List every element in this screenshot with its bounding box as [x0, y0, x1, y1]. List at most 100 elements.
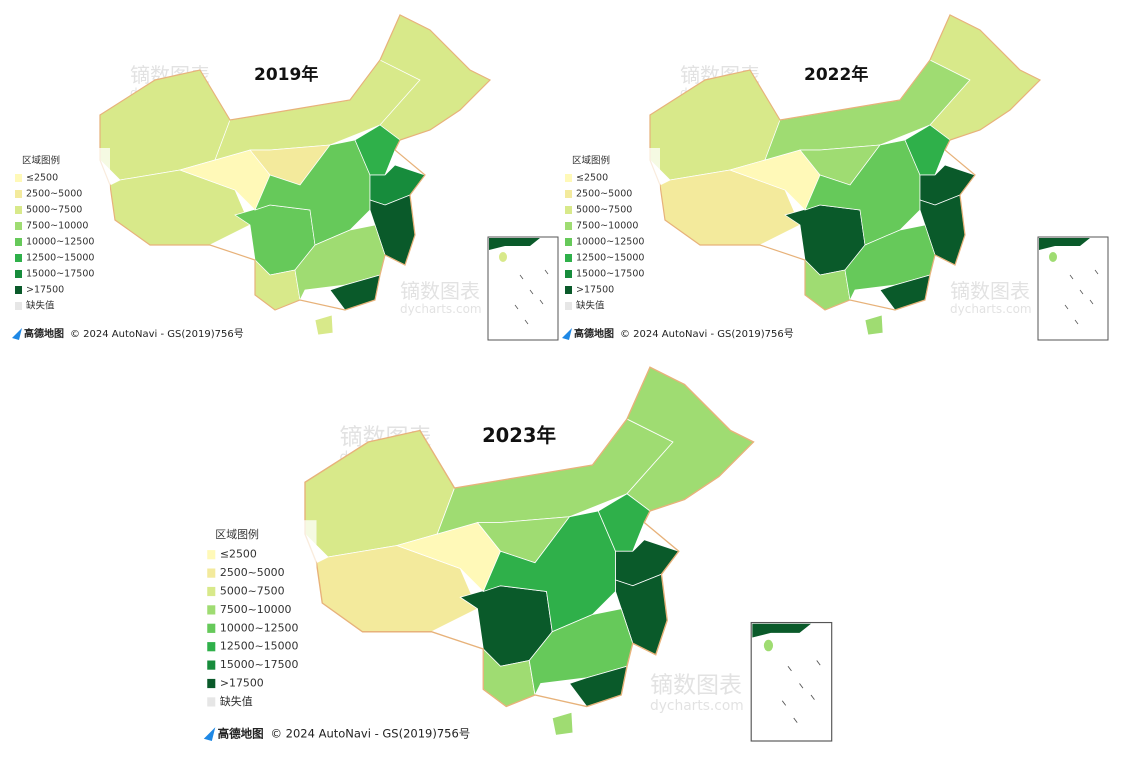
legend-label: 7500~10000	[220, 603, 292, 616]
legend-label: 5000~7500	[26, 205, 82, 216]
legend-swatch	[15, 238, 22, 246]
inset-island	[763, 639, 774, 652]
attribution: © 2024 AutoNavi - GS(2019)756号	[271, 727, 471, 741]
inset	[487, 236, 559, 341]
legend-swatch	[565, 238, 572, 246]
inset-dash	[1069, 274, 1074, 280]
legend: 区域图例 ≤2500 2500~5000 5000~7500 7500~10000 100…	[207, 520, 317, 718]
inset-dash	[1089, 299, 1094, 305]
legend-swatch	[15, 222, 22, 230]
legend-swatch	[15, 206, 22, 214]
legend: 区域图例 ≤2500 2500~5000 5000~7500 7500~10000 100…	[15, 148, 110, 320]
legend-box	[207, 520, 317, 718]
inset-dash	[1074, 319, 1079, 325]
inset-land	[1039, 238, 1090, 250]
legend-swatch	[565, 254, 572, 262]
hainan	[864, 314, 884, 336]
logo-icon	[203, 727, 216, 741]
legend-swatch	[15, 302, 22, 310]
legend-label: 7500~10000	[26, 221, 88, 232]
legend-swatch	[207, 550, 216, 560]
inset-dash	[524, 319, 529, 325]
inset-dash	[799, 683, 804, 689]
legend-swatch	[15, 254, 22, 262]
legend-swatch	[207, 660, 216, 670]
china-map	[649, 14, 1042, 336]
legend-title: 区域图例	[215, 527, 259, 541]
watermark: 镝数图表	[400, 279, 480, 303]
attribution-logo: 高德地图	[24, 327, 64, 340]
legend-label: 2500~5000	[26, 189, 82, 200]
legend-label: 15000~17500	[26, 269, 94, 280]
inset-island	[499, 252, 507, 262]
logo-icon	[562, 328, 572, 340]
map-panel: 镝数图表dycharts.com镝数图表dycharts.com2019年区域图…	[12, 14, 559, 341]
hainan	[551, 711, 574, 736]
inset-island	[1049, 252, 1057, 262]
legend-swatch	[207, 605, 216, 615]
legend-label: ≤2500	[576, 173, 608, 184]
legend-label: ≤2500	[220, 548, 257, 561]
legend-swatch	[565, 302, 572, 310]
legend-label: >17500	[26, 285, 64, 296]
legend-label: 2500~5000	[220, 566, 285, 579]
watermark: dycharts.com	[650, 698, 744, 714]
legend-swatch	[565, 222, 572, 230]
legend-label: 15000~17500	[576, 269, 644, 280]
inset-dash	[1079, 289, 1084, 295]
legend-swatch	[15, 174, 22, 182]
inset-box	[487, 236, 559, 341]
inset-dash	[539, 299, 544, 305]
legend-label: 缺失值	[220, 694, 253, 708]
inset	[1037, 236, 1109, 341]
attribution: © 2024 AutoNavi - GS(2019)756号	[620, 328, 794, 340]
inset-land	[489, 238, 540, 250]
legend-label: 10000~12500	[220, 621, 299, 634]
logo-icon	[12, 328, 22, 340]
border-outline	[304, 366, 755, 708]
inset	[750, 621, 833, 742]
legend-swatch	[15, 270, 22, 278]
inset-dash	[793, 717, 798, 723]
inset-dash	[810, 694, 815, 700]
inset-dash	[816, 660, 821, 666]
legend-title: 区域图例	[572, 155, 610, 167]
legend-label: >17500	[220, 677, 264, 690]
attribution-logo: 高德地图	[218, 727, 264, 741]
legend-label: 12500~15000	[220, 640, 299, 653]
legend-label: 12500~15000	[26, 253, 94, 264]
legend-swatch	[565, 206, 572, 214]
legend-label: 10000~12500	[576, 237, 644, 248]
legend-label: 12500~15000	[576, 253, 644, 264]
legend-swatch	[565, 286, 572, 294]
legend-label: 15000~17500	[220, 658, 299, 671]
legend-label: 10000~12500	[26, 237, 94, 248]
map-panel: 镝数图表dycharts.com镝数图表dycharts.com2023年区域图…	[203, 366, 833, 742]
legend-label: >17500	[576, 285, 614, 296]
legend-swatch	[207, 678, 216, 689]
legend-swatch	[565, 270, 572, 278]
hainan	[314, 314, 334, 336]
inset-dash	[781, 700, 787, 706]
watermark: 镝数图表	[650, 673, 742, 699]
attribution: © 2024 AutoNavi - GS(2019)756号	[70, 328, 244, 340]
border-outline	[649, 14, 1042, 311]
inset-box	[750, 621, 833, 742]
inset-dash	[787, 665, 792, 672]
legend-box	[15, 148, 110, 320]
legend-label: 7500~10000	[576, 221, 638, 232]
inset-dash	[519, 274, 524, 280]
legend: 区域图例 ≤2500 2500~5000 5000~7500 7500~10000 100…	[565, 148, 660, 320]
legend-label: 2500~5000	[576, 189, 632, 200]
inset-land	[752, 623, 811, 638]
inset-dash	[544, 269, 549, 275]
legend-swatch	[565, 190, 572, 198]
inset-dash	[1094, 269, 1099, 275]
inset-box	[1037, 236, 1109, 341]
map-title: 2019年	[254, 64, 318, 85]
watermark: 镝数图表	[950, 279, 1030, 303]
inset-dash	[529, 289, 534, 295]
watermark: dycharts.com	[400, 302, 482, 316]
legend-swatch	[15, 286, 22, 294]
